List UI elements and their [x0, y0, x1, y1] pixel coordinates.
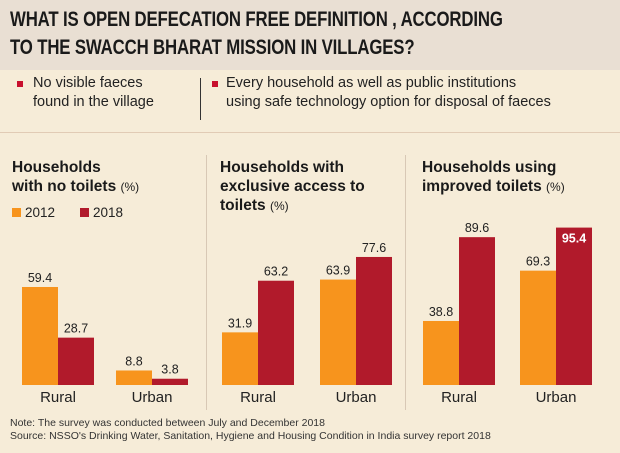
legend-item-2012: 2012 [12, 205, 55, 220]
bar-rural-2018 [58, 337, 94, 385]
data-label: 63.2 [264, 265, 288, 279]
panel-title-improved-toilets: Households using improved toilets (%) [422, 158, 565, 197]
category-label-rural: Rural [40, 389, 76, 406]
note-text: Note: The survey was conducted between J… [10, 417, 325, 429]
bar-urban-2012 [520, 270, 556, 385]
panel-title-line-3: toilets [220, 197, 266, 214]
title-banner: WHAT IS OPEN DEFECATION FREE DEFINITION … [0, 0, 620, 70]
panel-unit: (%) [269, 199, 289, 213]
data-label: 8.8 [125, 354, 142, 368]
definition-divider [200, 78, 201, 120]
definition-2-line-2: using safe technology option for disposa… [226, 94, 551, 110]
category-label-urban: Urban [336, 389, 377, 406]
bar-urban-2018 [356, 256, 392, 385]
category-label-rural: Rural [240, 389, 276, 406]
data-label: 89.6 [465, 221, 489, 235]
bar-rural-2012 [22, 286, 58, 385]
data-label: 38.8 [429, 305, 453, 319]
panel-unit: (%) [546, 180, 565, 194]
bullet-square-icon [17, 81, 23, 87]
definitions-row: No visible faeces found in the village E… [0, 72, 620, 130]
legend-label: 2018 [93, 205, 124, 220]
panel-title-line-1: Households [12, 159, 101, 176]
legend-swatch [12, 208, 21, 217]
definition-2-line-1: Every household as well as public instit… [226, 75, 517, 91]
bar-rural-2018 [258, 280, 294, 385]
bar-rural-2018 [459, 237, 495, 385]
panel-title-line-2: with no toilets [12, 178, 117, 195]
data-label: 95.4 [562, 232, 586, 246]
data-label: 28.7 [64, 322, 88, 336]
data-label: 59.4 [28, 271, 52, 285]
panel-divider [405, 155, 406, 410]
category-label-rural: Rural [441, 389, 477, 406]
data-label: 31.9 [228, 316, 252, 330]
data-label: 63.9 [326, 264, 350, 278]
title-line-2: TO THE SWACCH BHARAT MISSION IN VILLAGES… [10, 36, 415, 59]
panel-title-line-2: improved toilets [422, 178, 542, 195]
legend-label: 2012 [25, 205, 56, 220]
data-label: 69.3 [526, 255, 550, 269]
title-line-1: WHAT IS OPEN DEFECATION FREE DEFINITION … [10, 8, 503, 31]
category-label-urban: Urban [132, 389, 173, 406]
bullet-square-icon [212, 81, 218, 87]
section-rule [0, 132, 620, 133]
bar-urban-2012 [320, 279, 356, 385]
bar-rural-2012 [222, 332, 258, 385]
panel-title-line-1: Households with [220, 159, 344, 176]
bar-urban-2012 [116, 370, 152, 385]
panel-title-line-2: exclusive access to [220, 178, 365, 195]
data-label: 3.8 [161, 363, 178, 377]
footnotes: Note: The survey was conducted between J… [10, 417, 491, 443]
panel-title-line-1: Households using [422, 159, 557, 176]
bar-urban-2018 [152, 378, 188, 385]
panel-title-no-toilets: Households with no toilets (%) [12, 158, 139, 197]
category-label-urban: Urban [536, 389, 577, 406]
panel-unit: (%) [120, 180, 140, 194]
legend-swatch [80, 208, 89, 217]
bar-rural-2012 [423, 320, 459, 385]
source-text: Source: NSSO's Drinking Water, Sanitatio… [10, 430, 491, 442]
definition-1-line-1: No visible faeces [33, 75, 143, 91]
bar-urban-2018 [556, 227, 592, 385]
data-label: 77.6 [362, 241, 386, 255]
legend-item-2018: 2018 [80, 205, 123, 220]
panel-divider [206, 155, 207, 410]
definition-1-line-2: found in the village [33, 94, 154, 110]
panel-title-exclusive-access: Households with exclusive access to toil… [220, 158, 365, 216]
